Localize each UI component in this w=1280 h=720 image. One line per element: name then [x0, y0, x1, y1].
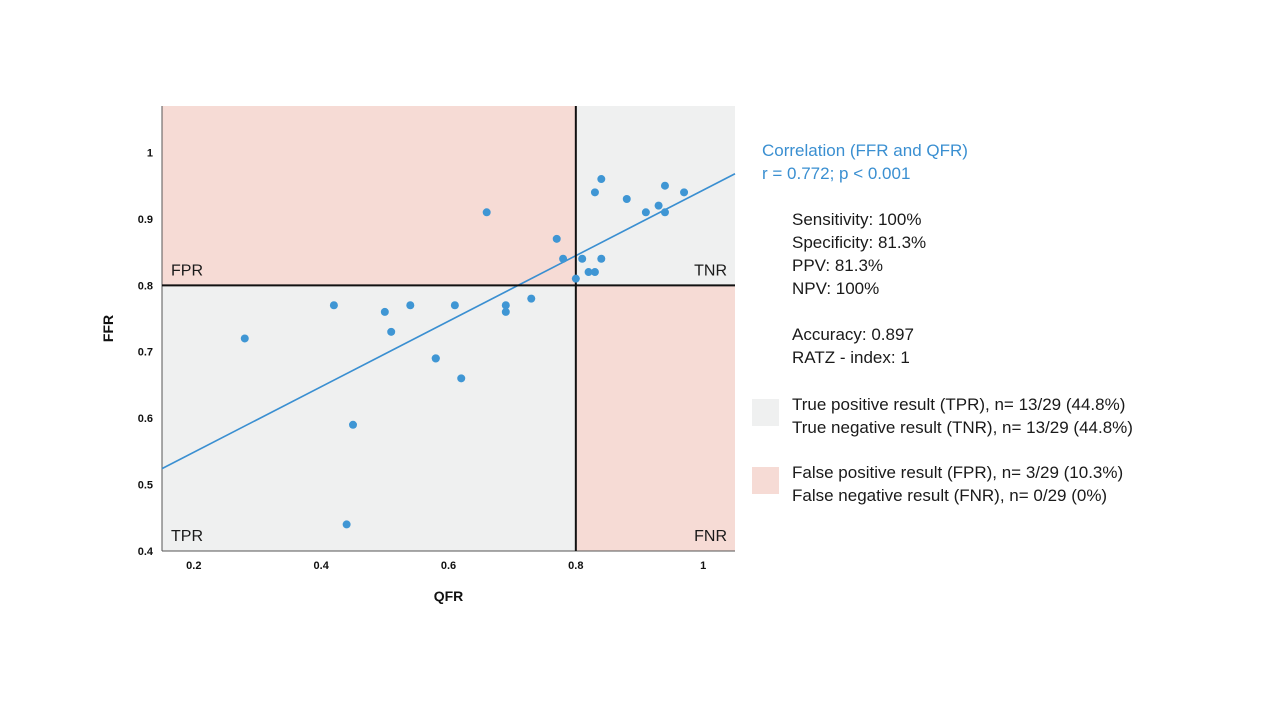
region-tpr [162, 285, 576, 551]
data-point [641, 208, 650, 217]
region-fpr [162, 106, 576, 286]
quadrant-label-fnr: FNR [694, 528, 727, 545]
data-point [501, 307, 510, 316]
y-tick-label: 1 [147, 147, 153, 159]
data-point [590, 188, 599, 197]
data-point [590, 268, 599, 277]
x-tick-label: 1 [700, 560, 706, 572]
data-point [597, 254, 606, 263]
x-tick-label: 0.4 [314, 560, 330, 572]
x-tick-label: 0.2 [186, 560, 201, 572]
data-point [578, 254, 587, 263]
y-tick-label: 0.9 [138, 214, 153, 226]
x-axis-title: QFR [434, 588, 464, 604]
data-point [527, 294, 536, 303]
y-tick-label: 0.7 [138, 347, 153, 359]
data-point [501, 301, 510, 310]
data-point [680, 188, 689, 197]
data-point [571, 274, 580, 283]
data-point [457, 374, 466, 383]
y-tick-label: 0.4 [138, 546, 154, 558]
data-point [584, 268, 593, 277]
y-tick-label: 0.6 [138, 413, 153, 425]
y-tick-label: 0.8 [138, 280, 153, 292]
quadrant-label-tpr: TPR [171, 528, 203, 545]
data-point [482, 208, 491, 217]
data-point [380, 307, 389, 316]
x-tick-label: 0.8 [568, 560, 583, 572]
quadrant-label-fpr: FPR [171, 262, 203, 279]
data-point [660, 208, 669, 217]
data-point [431, 354, 440, 363]
data-point [660, 181, 669, 190]
data-point [450, 301, 459, 310]
data-point [329, 301, 338, 310]
regression-line [161, 173, 736, 470]
data-point [654, 201, 663, 210]
quadrant-label-tnr: TNR [694, 262, 727, 279]
data-point [406, 301, 415, 310]
region-fnr [575, 285, 735, 551]
data-point [622, 194, 631, 203]
data-point [559, 254, 568, 263]
x-tick-label: 0.6 [441, 560, 456, 572]
data-point [552, 234, 561, 243]
data-point [342, 520, 351, 529]
y-tick-label: 0.5 [138, 480, 153, 492]
data-point [349, 420, 357, 429]
y-axis-title: FFR [100, 315, 116, 342]
data-point [387, 327, 396, 336]
data-point [240, 334, 249, 343]
data-point [597, 175, 606, 184]
